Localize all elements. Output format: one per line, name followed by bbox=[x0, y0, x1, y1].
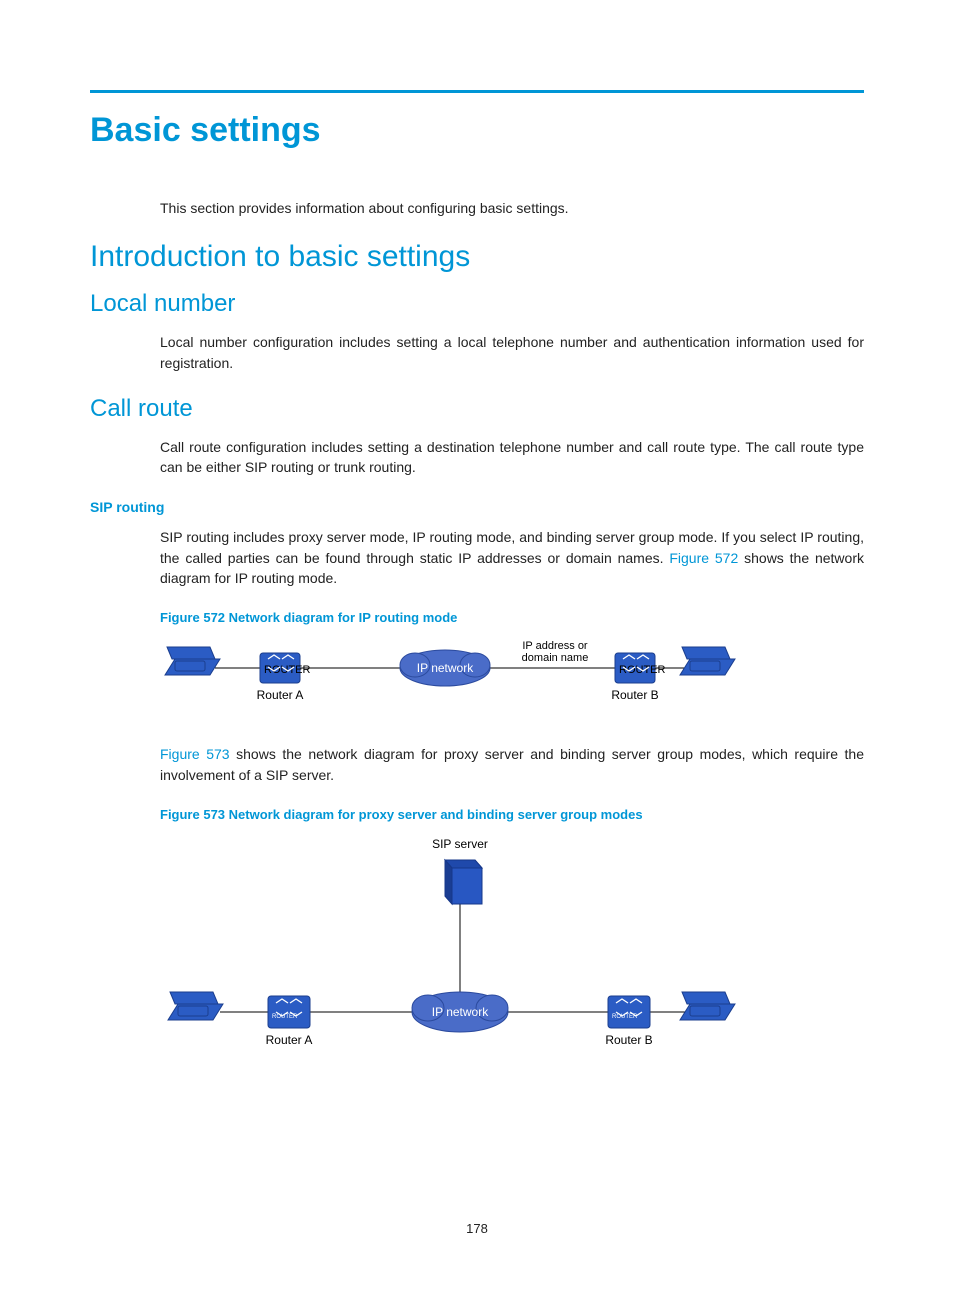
after-fig572-text: Figure 573 shows the network diagram for… bbox=[160, 744, 864, 785]
section-intro-heading: Introduction to basic settings bbox=[90, 240, 864, 274]
local-number-heading: Local number bbox=[90, 290, 864, 318]
sip-routing-heading: SIP routing bbox=[90, 499, 864, 515]
router-b-label-2: Router B bbox=[605, 1033, 652, 1047]
phone-right-icon-2 bbox=[680, 992, 735, 1020]
phone-left-icon-2 bbox=[168, 992, 223, 1020]
diagram-572-svg: ROUTER Router A IP network IP address or… bbox=[160, 635, 760, 715]
diagram-573-svg: SIP server ROUTER Router A IP network bbox=[160, 832, 780, 1062]
page-number: 178 bbox=[0, 1221, 954, 1236]
figure-572-link[interactable]: Figure 572 bbox=[669, 550, 738, 566]
router-a-icon-2: ROUTER bbox=[268, 996, 310, 1028]
phone-left-icon bbox=[165, 647, 220, 675]
ip-addr-label-2: domain name bbox=[522, 652, 589, 664]
router-a-icon: ROUTER bbox=[260, 653, 311, 683]
router-b-icon: ROUTER bbox=[615, 653, 666, 683]
sip-routing-text: SIP routing includes proxy server mode, … bbox=[160, 527, 864, 588]
after-fig572-rest: shows the network diagram for proxy serv… bbox=[160, 746, 864, 782]
call-route-heading: Call route bbox=[90, 395, 864, 423]
intro-paragraph: This section provides information about … bbox=[160, 198, 864, 218]
router-a-label: Router A bbox=[257, 688, 304, 702]
ip-addr-label-1: IP address or bbox=[522, 640, 588, 652]
ip-network-label-2: IP network bbox=[432, 1005, 489, 1019]
router-a-label-2: Router A bbox=[266, 1033, 313, 1047]
figure-573-diagram: SIP server ROUTER Router A IP network bbox=[160, 832, 864, 1067]
sip-server-icon bbox=[445, 860, 482, 904]
router-b-label: Router B bbox=[611, 688, 658, 702]
figure-572-caption: Figure 572 Network diagram for IP routin… bbox=[160, 610, 864, 625]
phone-right-icon bbox=[680, 647, 735, 675]
sip-server-label: SIP server bbox=[432, 837, 488, 851]
header-rule bbox=[90, 90, 864, 93]
call-route-text: Call route configuration includes settin… bbox=[160, 437, 864, 478]
ip-network-label: IP network bbox=[417, 661, 474, 675]
router-b-icon-2: ROUTER bbox=[608, 996, 650, 1028]
local-number-text: Local number configuration includes sett… bbox=[160, 332, 864, 373]
page-title: Basic settings bbox=[90, 111, 864, 150]
figure-572-diagram: ROUTER Router A IP network IP address or… bbox=[160, 635, 864, 720]
figure-573-caption: Figure 573 Network diagram for proxy ser… bbox=[160, 807, 864, 822]
figure-573-link[interactable]: Figure 573 bbox=[160, 746, 230, 762]
